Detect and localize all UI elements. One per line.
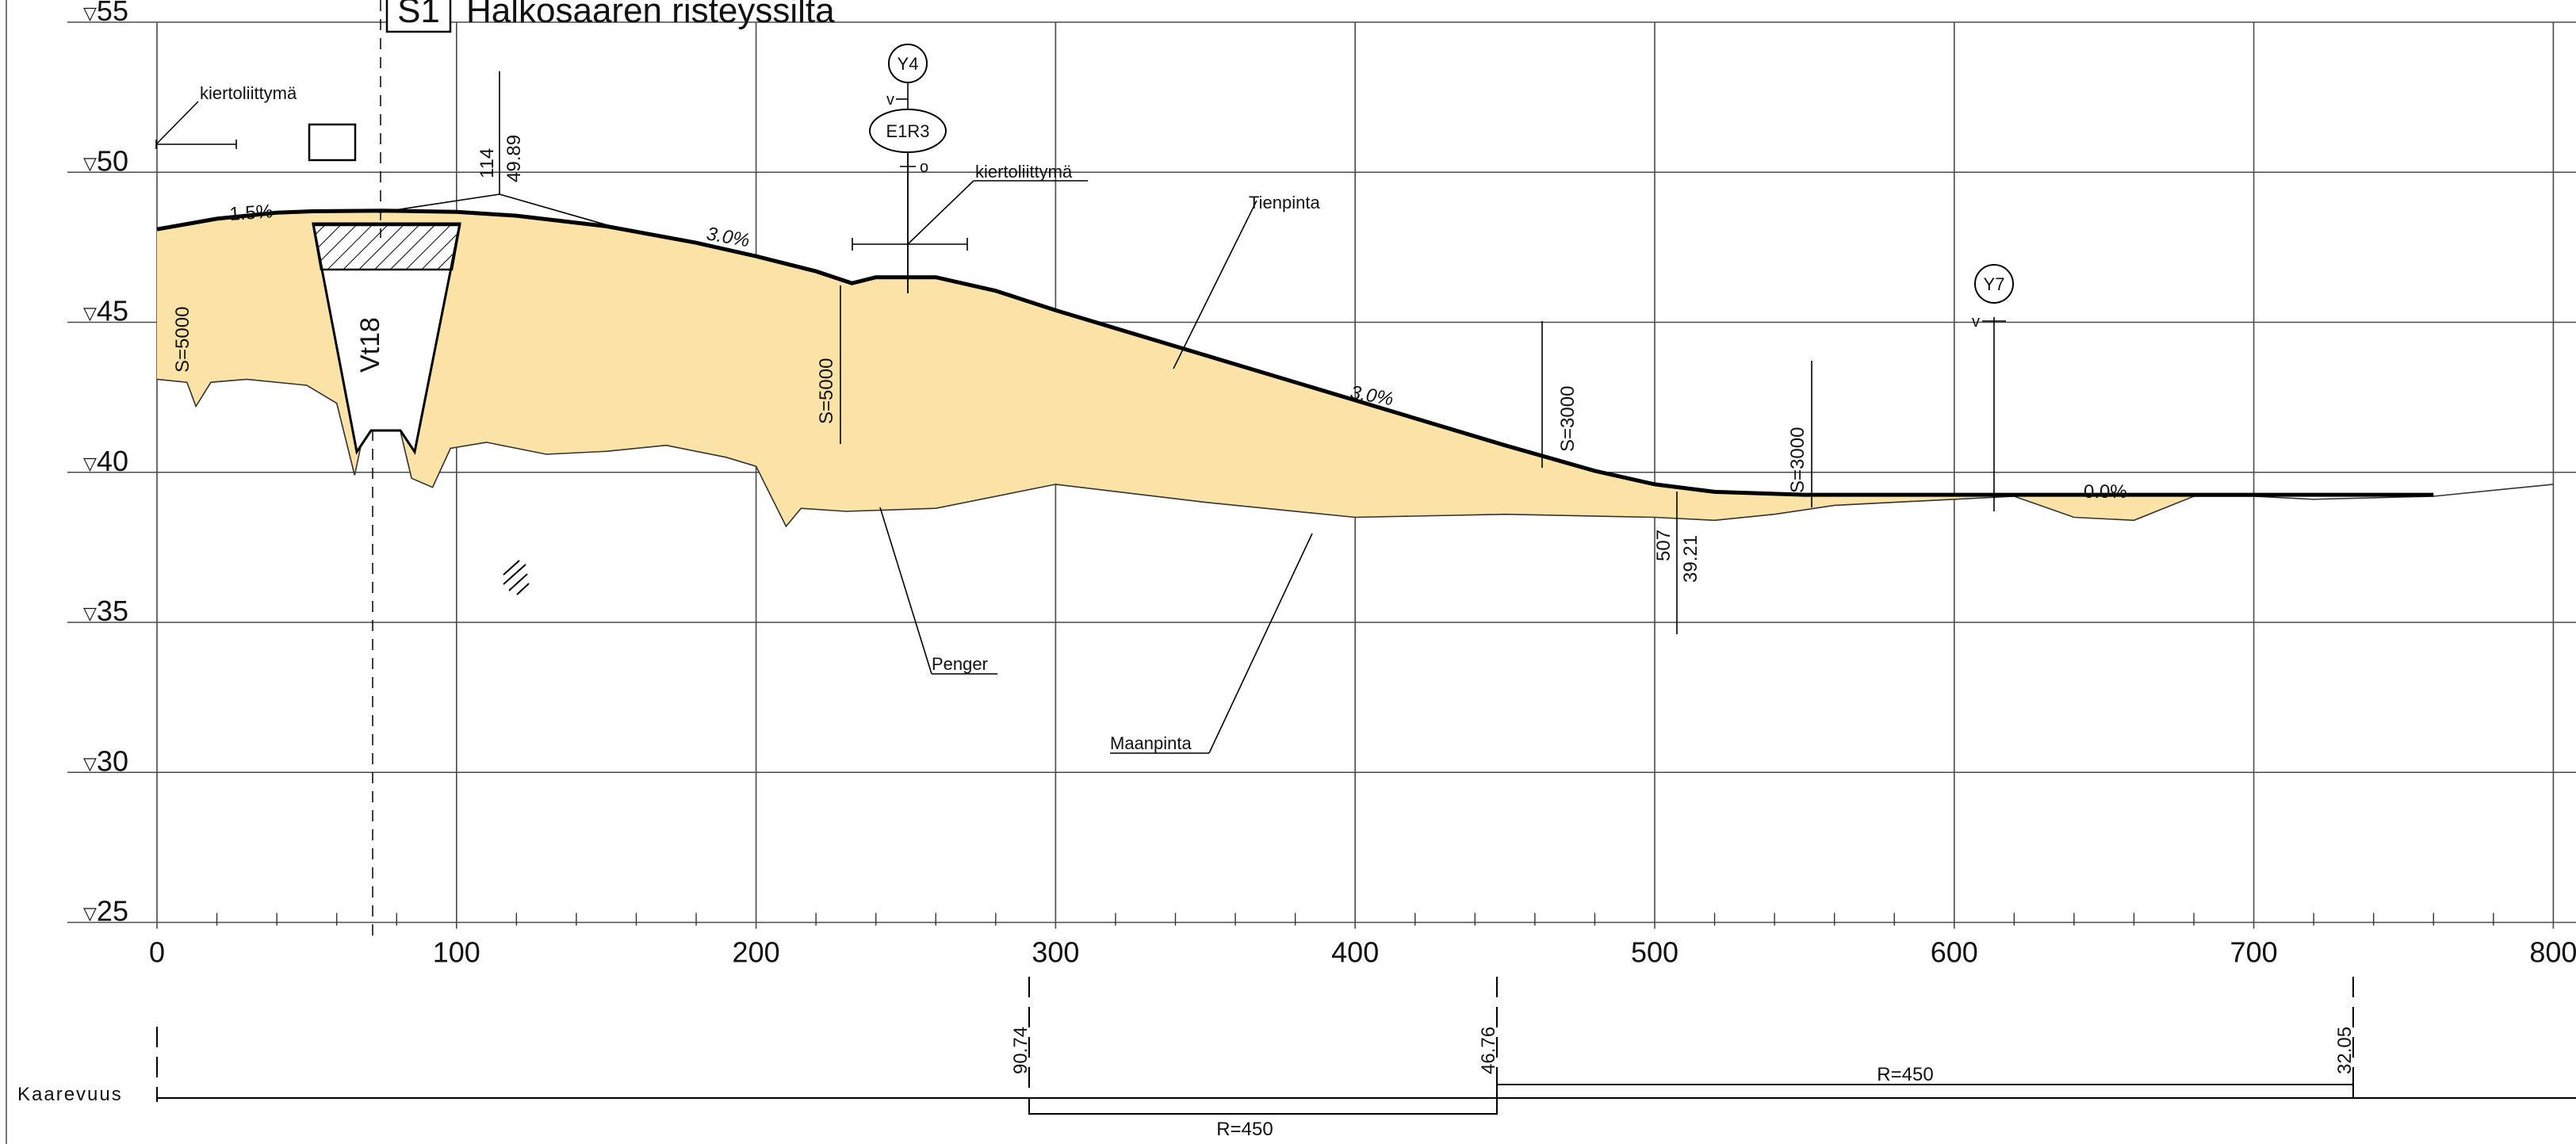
label-y7: Y7	[1984, 274, 2005, 294]
e1r3-marker	[869, 98, 947, 167]
curvature-row-label: Kaarevuus	[17, 1084, 123, 1105]
station-tick-label: 500	[1631, 936, 1678, 969]
y4-marker	[888, 44, 928, 83]
breakpoint-2-station: 507	[1653, 530, 1675, 561]
station-tick-label: 0	[149, 936, 165, 969]
elevation-tick-label: ▽25	[83, 895, 128, 928]
vcurve-4: S=3000	[1787, 427, 1809, 493]
station-tick-label: 700	[2230, 936, 2278, 969]
label-kiertoliittyma-left: kiertoliittymä	[200, 83, 297, 103]
bridge-symbol	[308, 123, 357, 162]
vcurve-1: S=5000	[172, 307, 193, 373]
elevation-tick-label: ▽50	[83, 144, 128, 177]
label-kiertoliittyma-right: kiertoliittymä	[975, 162, 1073, 182]
breakpoint-1-station: 114	[477, 148, 498, 178]
label-o-e1r3: o	[920, 159, 928, 176]
road-surface-line	[156, 209, 2434, 497]
curve-2-radius: R=450	[1877, 1064, 1933, 1085]
vcurve-2: S=5000	[816, 358, 837, 424]
ground-line	[156, 378, 2554, 528]
y7-marker	[1974, 264, 2014, 322]
station-tick-label: 300	[1032, 936, 1079, 969]
station-tick-label: 800	[2529, 936, 2576, 969]
label-tienpinta: Tienpinta	[1249, 193, 1320, 212]
title-tag: S1	[397, 0, 440, 30]
page-title: Halkosaaren risteyssilta	[466, 0, 835, 30]
breakpoint-1-elevation: 49.89	[503, 135, 525, 182]
grade-4: 0.0%	[2084, 481, 2127, 503]
label-v-y4: v	[886, 91, 894, 109]
curve-1-start-station: 90.74	[1010, 1027, 1032, 1074]
curvature-band	[156, 977, 2576, 1115]
breakpoint-2-elevation: 39.21	[1680, 535, 1701, 583]
station-tick-label: 200	[733, 936, 780, 969]
curve-1-end-station: 46.76	[1478, 1027, 1499, 1074]
station-tick-label: 100	[433, 936, 480, 969]
vt18-underpass	[312, 222, 461, 455]
elevation-axis-labels: ▽55 ▽50 ▽45 ▽40 ▽35 ▽30 ▽25	[83, 0, 128, 928]
curve-2-end-station: 32.05	[2334, 1027, 2356, 1074]
title-tag-box	[385, 0, 452, 33]
label-y4: Y4	[898, 54, 919, 74]
elevation-tick-label: ▽30	[83, 744, 128, 777]
grade-1: 1.5%	[229, 201, 274, 225]
vcurve-3: S=3000	[1557, 386, 1579, 452]
label-penger: Penger	[932, 654, 988, 674]
bridge-deck	[312, 224, 461, 271]
elevation-tick-label: ▽40	[83, 445, 128, 477]
station-tick-label: 400	[1331, 936, 1379, 969]
label-v-y7: v	[1972, 313, 1980, 331]
elevation-tick-label: ▽45	[83, 295, 128, 327]
label-maanpinta: Maanpinta	[1110, 733, 1192, 753]
station-axis-labels: 0 100 200 300 400 500 600 700 800	[149, 936, 2576, 969]
station-tick-label: 600	[1931, 936, 1978, 969]
label-e1r3: E1R3	[886, 121, 929, 141]
curve-1-radius: R=450	[1216, 1119, 1273, 1140]
elevation-tick-label: ▽55	[83, 0, 128, 27]
label-vt18: Vt18	[355, 317, 385, 373]
embankment-fill	[157, 210, 2254, 526]
hatch-symbol	[503, 560, 530, 595]
elevation-tick-label: ▽35	[83, 595, 128, 627]
